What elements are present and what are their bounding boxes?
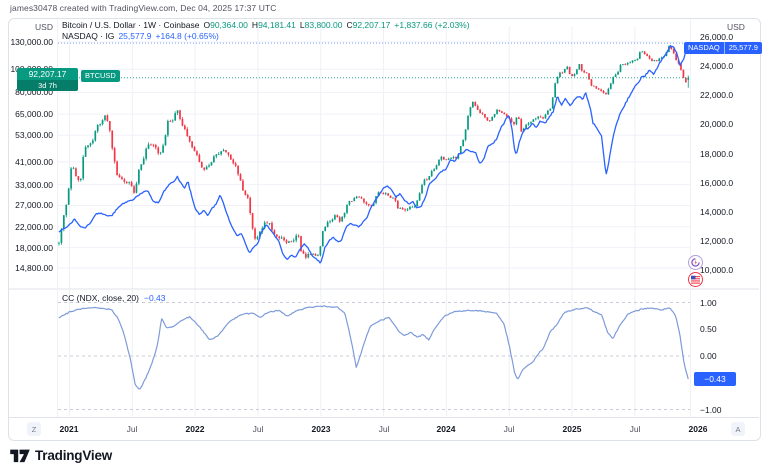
attribution-text: james30478 created with TradingView.com,… xyxy=(10,3,277,13)
right-axis-tick: 22,000.0 xyxy=(700,90,734,100)
left-axis-tick: 14,800.00 xyxy=(15,263,53,273)
indicator-axis-tick: 0.00 xyxy=(700,351,717,361)
brand-name: TradingView xyxy=(35,447,113,463)
axis-settings-button[interactable]: A xyxy=(731,422,745,436)
tradingview-footer-link[interactable]: TradingView xyxy=(10,447,112,463)
btc-symbol-tag: BTCUSD xyxy=(81,70,120,82)
left-axis-tick: 80,000.00 xyxy=(15,87,53,97)
indicator-axis-tick: 0.50 xyxy=(700,324,717,334)
change-value: +1,837.66 (+2.03%) xyxy=(394,20,470,30)
ohlc-key: O xyxy=(203,20,211,30)
time-axis-tick: 2022 xyxy=(185,424,205,434)
left-price-scale[interactable]: USD 130,000.00100,000.0080,000.0065,000.… xyxy=(9,22,57,418)
right-axis-tick: 12,000.0 xyxy=(700,236,734,246)
left-axis-tick: 130,000.00 xyxy=(10,37,53,47)
indicator-pane-plot-area[interactable] xyxy=(58,291,690,416)
symbol-title[interactable]: Bitcoin / U.S. Dollar · 1W · Coinbase xyxy=(62,20,200,30)
time-axis-tick: Jul xyxy=(252,424,264,434)
time-axis-tick: 2026 xyxy=(688,424,708,434)
indicator-axis-tick: −1.00 xyxy=(700,405,722,415)
ohlc-value: 83,800.00 xyxy=(304,20,343,30)
ohlc-key: C xyxy=(346,20,353,30)
time-axis-tick: Jul xyxy=(378,424,390,434)
indicator-title[interactable]: CC (NDX, close, 20) xyxy=(62,293,139,303)
btc-price-label: 92,207.17 3d 7h xyxy=(17,68,78,91)
timezone-button[interactable]: Z xyxy=(27,422,41,436)
right-scale-unit: USD xyxy=(727,22,745,32)
left-scale-unit: USD xyxy=(35,22,53,32)
right-axis-tick: 18,000.0 xyxy=(700,149,734,159)
btc-price-value: 92,207.17 xyxy=(28,69,67,79)
ohlc-value: 92,207.17 xyxy=(352,20,391,30)
ohlc-value: 90,364.00 xyxy=(210,20,248,30)
right-axis-tick: 20,000.0 xyxy=(700,119,734,129)
right-axis-tick: 26,000.0 xyxy=(700,32,734,42)
overlay-header: NASDAQ · IG 25,577.9 +164.8 (+0.65%) xyxy=(62,31,219,41)
time-axis[interactable]: Z A 2021 Jul 2022 Jul 2023 Jul 2024 Jul 2025 Jul 2… xyxy=(9,418,759,439)
swirl-glyph xyxy=(691,258,700,267)
ohlc-key: H xyxy=(251,20,259,30)
right-price-scale[interactable]: USD 26,000.0 24,000.0 22,000.0 20,000.0 18,0… xyxy=(690,22,759,418)
time-axis-tick: Jul xyxy=(503,424,515,434)
symbol-header: Bitcoin / U.S. Dollar · 1W · Coinbase O90… xyxy=(62,20,470,31)
nasdaq-price-label: NASDAQ 25,577.9 xyxy=(684,42,762,54)
left-axis-tick: 18,000.00 xyxy=(15,243,53,253)
indicator-axis-tick: 1.00 xyxy=(700,298,717,308)
ohlc-value: 94,181.41 xyxy=(258,20,296,30)
time-axis-tick: Jul xyxy=(629,424,641,434)
btc-bar-countdown: 3d 7h xyxy=(17,80,78,91)
nasdaq-price-value: 25,577.9 xyxy=(728,43,758,52)
tradingview-logo-icon xyxy=(10,449,30,463)
time-axis-tick: Jul xyxy=(126,424,138,434)
left-axis-tick: 22,000.00 xyxy=(15,222,53,232)
left-axis-tick: 65,000.00 xyxy=(15,109,53,119)
event-us-flag-icon[interactable] xyxy=(688,272,703,287)
right-axis-tick: 24,000.0 xyxy=(700,61,734,71)
time-axis-tick: 2025 xyxy=(562,424,582,434)
us-flag-glyph xyxy=(691,275,700,284)
time-axis-tick: 2024 xyxy=(436,424,456,434)
label-divider xyxy=(723,42,725,54)
nasdaq-tag: NASDAQ xyxy=(688,43,720,52)
right-axis-tick: 10,000.0 xyxy=(700,265,734,275)
event-swirl-icon[interactable] xyxy=(688,255,703,270)
ohlc-key: L xyxy=(299,20,305,30)
overlay-title[interactable]: NASDAQ · IG xyxy=(62,31,115,41)
overlay-value: 25,577.9 xyxy=(118,31,152,41)
cc-value-label: −0.43 xyxy=(694,372,736,386)
left-axis-tick: 33,000.00 xyxy=(15,180,53,190)
overlay-change: +164.8 (+0.65%) xyxy=(155,31,219,41)
left-axis-tick: 41,000.00 xyxy=(15,157,53,167)
left-axis-tick: 53,000.00 xyxy=(15,130,53,140)
indicator-header: CC (NDX, close, 20) −0.43 xyxy=(62,293,166,303)
indicator-value: −0.43 xyxy=(144,293,166,303)
right-axis-tick: 16,000.0 xyxy=(700,178,734,188)
time-axis-tick: 2023 xyxy=(311,424,331,434)
main-pane-plot-area[interactable] xyxy=(58,26,690,288)
right-axis-tick: 14,000.0 xyxy=(700,207,734,217)
time-axis-tick: 2021 xyxy=(59,424,79,434)
left-axis-tick: 27,000.00 xyxy=(15,200,53,210)
